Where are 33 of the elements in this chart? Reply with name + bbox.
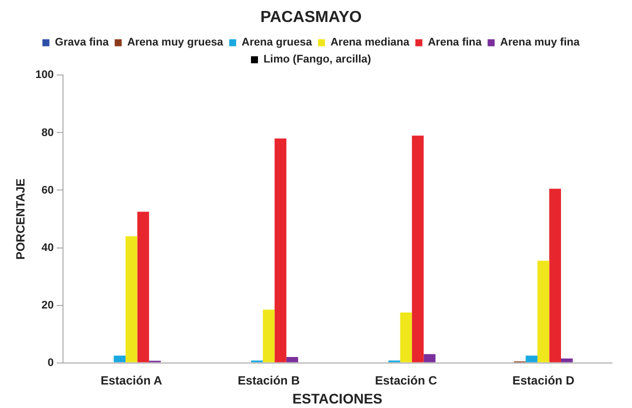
x-tick-label: Estación B [238,373,300,388]
bar [126,236,138,362]
x-tick-label: Estación A [100,373,163,388]
bar [537,260,550,362]
y-tick-label: 0 [48,356,54,369]
x-tick-label: Estación D [512,373,575,388]
bar [561,358,573,362]
legend-label: Grava fina [54,36,110,49]
y-tick-label: 100 [35,69,54,82]
legend-label: Limo (Fango, arcilla) [263,54,372,66]
legend-label: Arena mediana [330,36,410,49]
y-tick-label: 60 [42,184,54,196]
bar [286,357,298,362]
x-tick-label: Estación C [375,373,438,388]
legend-label: Arena fina [428,36,483,49]
bar [526,356,538,362]
bar [114,356,126,362]
bar [262,310,275,362]
legend-label: Arena gruesa [242,36,313,49]
chart-title: PACASMAYO [260,9,362,26]
bar [549,188,561,362]
bar [137,212,150,362]
bar [424,354,436,362]
y-tick-label: 80 [42,126,54,139]
y-axis-title: PORCENTAJE [14,178,28,260]
y-tick-label: 40 [42,242,54,254]
bar [412,136,424,362]
legend-label: Arena muy gruesa [127,36,224,49]
y-tick-label: 20 [42,299,54,312]
x-axis-title: ESTACIONES [292,390,382,406]
bar [274,138,286,362]
bar [400,312,412,362]
legend-label: Arena muy fina [500,36,580,49]
